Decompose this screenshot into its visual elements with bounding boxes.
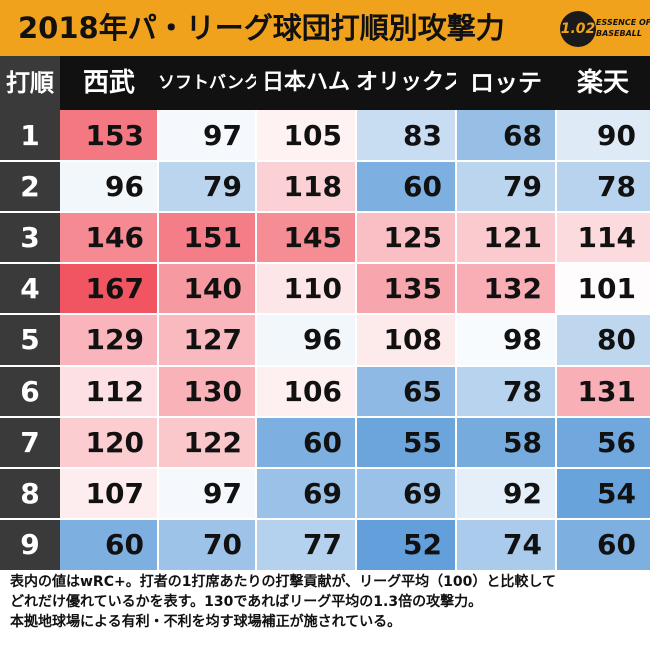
heatmap-cell: 92 <box>456 467 556 519</box>
heatmap-cell: 108 <box>356 314 456 366</box>
row-label: 7 <box>0 416 60 468</box>
heatmap-cell: 60 <box>556 518 650 570</box>
logo-badge: 1.02 <box>560 11 596 47</box>
grid-line <box>0 211 650 214</box>
heatmap-cell: 120 <box>60 416 158 468</box>
heatmap-cell: 52 <box>356 518 456 570</box>
heatmap-cell: 127 <box>158 314 256 366</box>
heatmap-cell: 131 <box>556 365 650 417</box>
heatmap-cell: 122 <box>158 416 256 468</box>
heatmap-cell: 80 <box>556 314 650 366</box>
heatmap-cell: 145 <box>256 212 356 264</box>
heatmap-cell: 60 <box>256 416 356 468</box>
heatmap-cell: 55 <box>356 416 456 468</box>
footnote-line: 表内の値はwRC+。打者の1打席あたりの打撃貢献が、リーグ平均（100）と比較し… <box>10 574 556 590</box>
heatmap-cell: 118 <box>256 161 356 213</box>
grid-line <box>555 110 557 570</box>
heatmap-cell: 105 <box>256 110 356 162</box>
heatmap-cell: 125 <box>356 212 456 264</box>
heatmap-cell: 60 <box>356 161 456 213</box>
column-header: 西武 <box>82 68 135 98</box>
heatmap-cell: 101 <box>556 263 650 315</box>
heatmap-cell: 106 <box>256 365 356 417</box>
row-label: 9 <box>0 518 60 570</box>
heatmap-cell: 151 <box>158 212 256 264</box>
heatmap-cell: 90 <box>556 110 650 162</box>
column-header: ソフトバンク <box>158 73 256 93</box>
heatmap-cell: 79 <box>456 161 556 213</box>
heatmap-cell: 60 <box>60 518 158 570</box>
grid-line <box>0 160 650 163</box>
heatmap-cell: 96 <box>60 161 158 213</box>
column-header-row: 打順 西武 ソフトバンク 日本ハム オリックス ロッテ 楽天 <box>0 56 650 110</box>
column-header: ロッテ <box>470 69 542 97</box>
heatmap-cell: 69 <box>356 467 456 519</box>
heatmap-cell: 135 <box>356 263 456 315</box>
grid-line <box>0 313 650 316</box>
heatmap-cell: 78 <box>556 161 650 213</box>
column-header: 日本ハム <box>261 70 350 95</box>
heatmap-cell: 65 <box>356 365 456 417</box>
row-label: 2 <box>0 161 60 213</box>
row-label: 3 <box>0 212 60 264</box>
grid-line <box>0 466 650 469</box>
grid-line <box>157 110 159 570</box>
heatmap-cell: 107 <box>60 467 158 519</box>
title-bar: 2018年パ・リーグ球団打順別攻撃力 1.02 ESSENCE OF BASEB… <box>0 0 650 56</box>
heatmap-cell: 58 <box>456 416 556 468</box>
heatmap-cell: 70 <box>158 518 256 570</box>
brand-logo: 1.02 ESSENCE OF BASEBALL <box>560 10 650 50</box>
heatmap-cell: 56 <box>556 416 650 468</box>
row-label: 4 <box>0 263 60 315</box>
heatmap-cell: 79 <box>158 161 256 213</box>
footnote: 表内の値はwRC+。打者の1打席あたりの打撃貢献が、リーグ平均（100）と比較し… <box>10 572 642 632</box>
heatmap-cell: 96 <box>256 314 356 366</box>
heatmap-cell: 97 <box>158 110 256 162</box>
grid-line <box>355 110 357 570</box>
grid-line <box>0 262 650 265</box>
heatmap-cell: 114 <box>556 212 650 264</box>
column-header: オリックス <box>356 70 456 95</box>
heatmap-cell: 129 <box>60 314 158 366</box>
heatmap-cell: 97 <box>158 467 256 519</box>
chart-title: 2018年パ・リーグ球団打順別攻撃力 <box>18 11 505 45</box>
footnote-line: どれだけ優れているかを表す。130であればリーグ平均の1.3倍の攻撃力。 <box>10 594 483 610</box>
heatmap-cell: 77 <box>256 518 356 570</box>
row-label: 6 <box>0 365 60 417</box>
heatmap-cell: 54 <box>556 467 650 519</box>
row-label: 1 <box>0 110 60 162</box>
row-label: 5 <box>0 314 60 366</box>
grid-line <box>0 517 650 520</box>
logo-text: ESSENCE OF BASEBALL <box>596 18 650 38</box>
grid-line <box>255 110 257 570</box>
grid-line <box>455 110 457 570</box>
column-header: 楽天 <box>576 68 629 98</box>
heatmap-cell: 132 <box>456 263 556 315</box>
heatmap-cell: 78 <box>456 365 556 417</box>
grid-line <box>0 415 650 418</box>
heatmap-cell: 112 <box>60 365 158 417</box>
heatmap-cell: 83 <box>356 110 456 162</box>
heatmap-cell: 153 <box>60 110 158 162</box>
heatmap-cell: 69 <box>256 467 356 519</box>
heatmap-cell: 130 <box>158 365 256 417</box>
footnote-line: 本拠地球場による有利・不利を均す球場補正が施されている。 <box>10 614 402 630</box>
heatmap-cell: 167 <box>60 263 158 315</box>
heatmap-cell: 110 <box>256 263 356 315</box>
heatmap-cell: 146 <box>60 212 158 264</box>
heatmap-cell: 140 <box>158 263 256 315</box>
row-header-label: 打順 <box>0 56 60 110</box>
heatmap-cell: 74 <box>456 518 556 570</box>
heatmap-cell: 121 <box>456 212 556 264</box>
heatmap-cell: 98 <box>456 314 556 366</box>
row-label: 8 <box>0 467 60 519</box>
grid-line <box>0 364 650 367</box>
heatmap-cell: 68 <box>456 110 556 162</box>
